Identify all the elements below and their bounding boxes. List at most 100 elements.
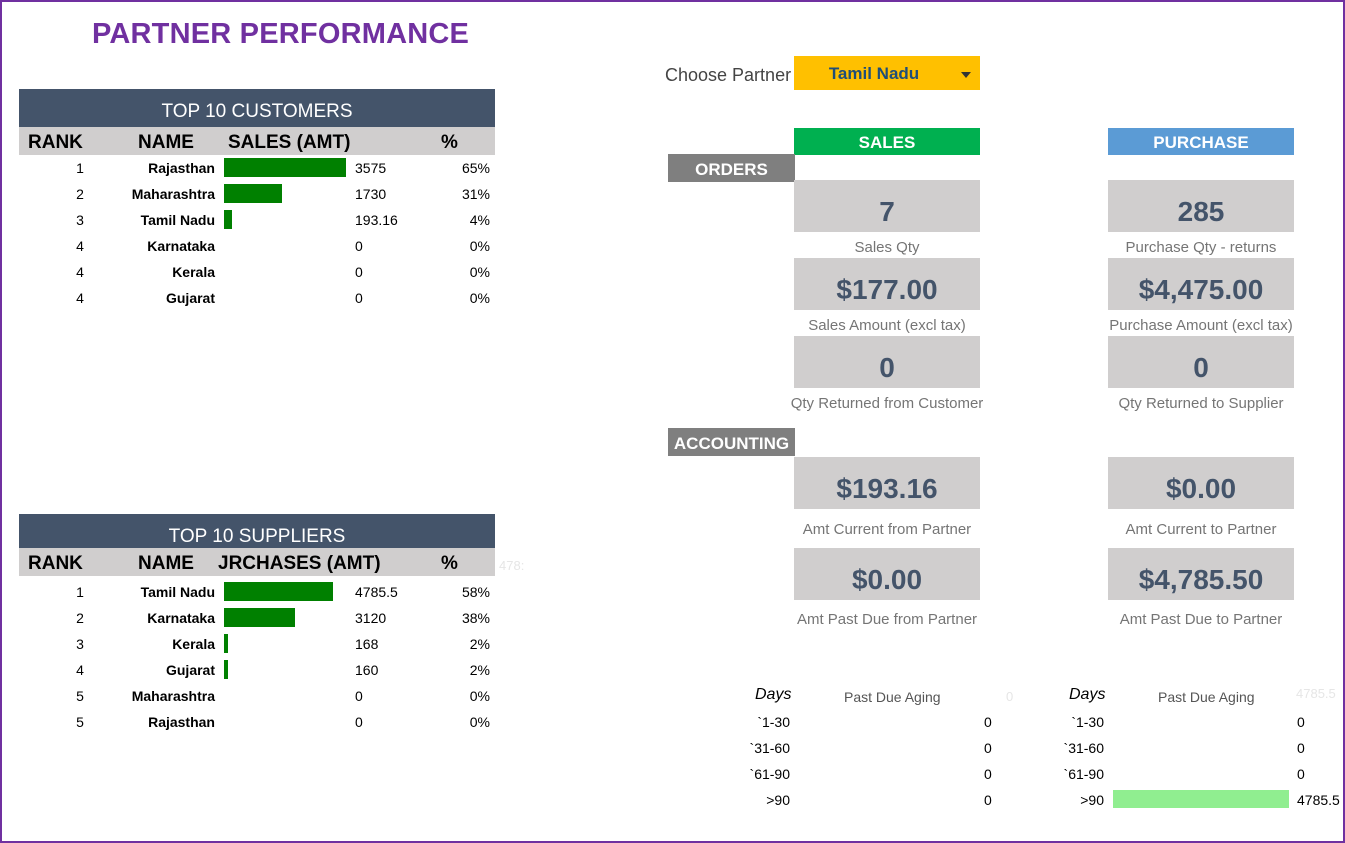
- pct-cell: 2%: [469, 636, 490, 652]
- ghost-value: 478:: [499, 558, 525, 573]
- aging-value: 0: [984, 714, 992, 730]
- name-cell: Maharashtra: [131, 688, 215, 704]
- col-rank: RANK: [28, 132, 83, 153]
- aging-bucket: >90: [766, 792, 790, 808]
- amount-cell: 193.16: [355, 212, 398, 228]
- name-cell: Tamil Nadu: [140, 584, 215, 600]
- qty-returned-customer-label: Qty Returned from Customer: [790, 395, 984, 412]
- col-rank: RANK: [28, 553, 83, 574]
- amt-past-due-from-value: $0.00: [794, 548, 980, 600]
- data-bar: [224, 634, 228, 653]
- rank-cell: 5: [76, 714, 84, 730]
- pct-cell: 31%: [461, 186, 490, 202]
- rank-cell: 4: [76, 238, 84, 254]
- sales-qty-value: 7: [794, 180, 980, 232]
- name-cell: Kerala: [172, 636, 215, 652]
- name-cell: Karnataka: [147, 238, 215, 254]
- aging-bucket: `61-90: [1063, 766, 1104, 782]
- sales-header: SALES: [794, 128, 980, 155]
- amount-cell: 0: [355, 238, 363, 254]
- table-row: 1 Tamil Nadu 4785.5 58%: [19, 579, 495, 605]
- rank-cell: 4: [76, 264, 84, 280]
- rank-cell: 5: [76, 688, 84, 704]
- amount-cell: 0: [355, 714, 363, 730]
- pct-cell: 4%: [469, 212, 490, 228]
- purchase-amount-value: $4,475.00: [1108, 258, 1294, 310]
- amt-past-due-to-value: $4,785.50: [1108, 548, 1294, 600]
- pct-cell: 0%: [469, 264, 490, 280]
- amount-cell: 0: [355, 290, 363, 306]
- data-bar: [224, 660, 228, 679]
- aging-over-90-bar: [1113, 790, 1289, 808]
- amount-cell: 0: [355, 688, 363, 704]
- table-row: 3 Tamil Nadu 193.16 4%: [19, 207, 495, 233]
- table-row: 4 Kerala 0 0%: [19, 259, 495, 285]
- amount-cell: 4785.5: [355, 584, 398, 600]
- partner-dropdown-value: Tamil Nadu: [828, 64, 920, 83]
- pct-cell: 0%: [469, 714, 490, 730]
- amount-cell: 168: [355, 636, 379, 652]
- chevron-down-icon[interactable]: [961, 72, 971, 78]
- table-row: 3 Kerala 168 2%: [19, 631, 495, 657]
- purchase-header: PURCHASE: [1108, 128, 1294, 155]
- sales-qty-label: Sales Qty: [854, 239, 920, 256]
- table-row: 4 Gujarat 0 0%: [19, 285, 495, 311]
- rank-cell: 2: [76, 186, 84, 202]
- data-bar: [224, 158, 346, 177]
- rank-cell: 3: [76, 636, 84, 652]
- choose-partner-label: Choose Partner: [665, 65, 792, 85]
- pct-cell: 0%: [469, 238, 490, 254]
- rank-cell: 1: [76, 584, 84, 600]
- name-cell: Kerala: [172, 264, 215, 280]
- name-cell: Karnataka: [147, 610, 215, 626]
- data-bar: [224, 184, 282, 203]
- amt-current-from-label: Amt Current from Partner: [802, 521, 972, 538]
- aging-bucket: `61-90: [749, 766, 790, 782]
- pct-cell: 2%: [469, 662, 490, 678]
- name-cell: Maharashtra: [131, 186, 215, 202]
- aging-bucket: `31-60: [1063, 740, 1104, 756]
- name-cell: Rajasthan: [148, 160, 215, 176]
- table-row: 1 Rajasthan 3575 65%: [19, 155, 495, 181]
- orders-section-label: ORDERS: [668, 154, 795, 182]
- pct-cell: 0%: [469, 290, 490, 306]
- sales-amount-value: $177.00: [794, 258, 980, 310]
- aging-purchase-ghost: 4785.5: [1296, 686, 1336, 701]
- partner-dropdown[interactable]: Tamil Nadu: [794, 56, 980, 90]
- aging-value: 0: [984, 740, 992, 756]
- amt-past-due-to-label: Amt Past Due to Partner: [1119, 611, 1283, 628]
- amt-current-from-value: $193.16: [794, 457, 980, 509]
- data-bar: [224, 210, 232, 229]
- aging-purchase-days-label: Days: [1069, 686, 1106, 703]
- aging-bucket: `1-30: [1071, 714, 1104, 730]
- aging-value: 4785.5: [1297, 792, 1340, 808]
- name-cell: Gujarat: [165, 290, 215, 306]
- aging-value: 0: [1297, 714, 1305, 730]
- accounting-section-label: ACCOUNTING: [668, 428, 795, 456]
- table-row: 2 Karnataka 3120 38%: [19, 605, 495, 631]
- pct-cell: 0%: [469, 688, 490, 704]
- aging-purchase-title: Past Due Aging: [1158, 689, 1255, 705]
- data-bar: [224, 582, 333, 601]
- name-cell: Tamil Nadu: [140, 212, 215, 228]
- col-name: NAME: [138, 132, 194, 153]
- aging-sales-ghost: 0: [1006, 689, 1014, 704]
- aging-value: 0: [984, 766, 992, 782]
- amt-current-to-value: $0.00: [1108, 457, 1294, 509]
- purchase-amount-label: Purchase Amount (excl tax): [1109, 317, 1293, 334]
- rank-cell: 4: [76, 662, 84, 678]
- col-sales-amt: SALES (AMT): [228, 132, 351, 153]
- amount-cell: 3575: [355, 160, 387, 176]
- amount-cell: 160: [355, 662, 379, 678]
- rank-cell: 4: [76, 290, 84, 306]
- customers-table-header: TOP 10 CUSTOMERS: [19, 89, 495, 127]
- qty-returned-customer-value: 0: [794, 336, 980, 388]
- aging-bucket: `1-30: [757, 714, 790, 730]
- qty-returned-supplier-value: 0: [1108, 336, 1294, 388]
- table-row: 4 Gujarat 160 2%: [19, 657, 495, 683]
- amount-cell: 0: [355, 264, 363, 280]
- aging-bucket: >90: [1080, 792, 1104, 808]
- pct-cell: 58%: [461, 584, 490, 600]
- aging-bucket: `31-60: [749, 740, 790, 756]
